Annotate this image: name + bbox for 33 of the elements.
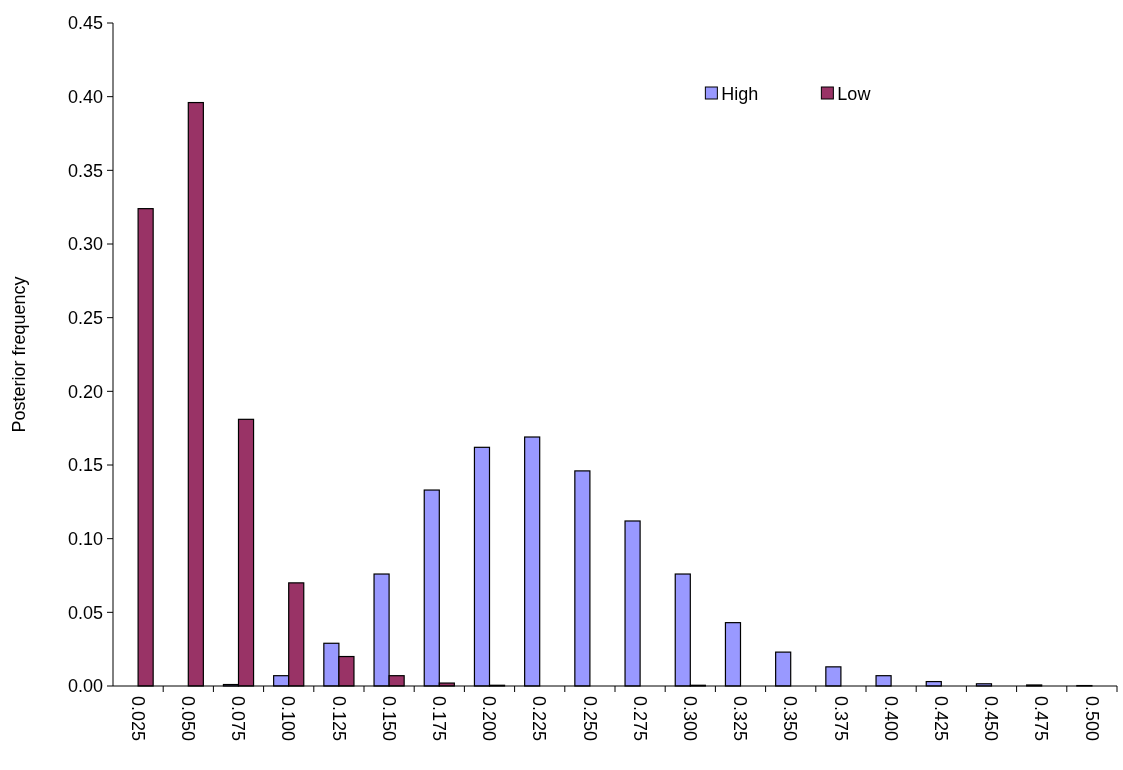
x-tick-label: 0.450 xyxy=(981,696,1002,742)
x-tick-label: 0.375 xyxy=(830,696,851,742)
x-tick-label: 0.325 xyxy=(730,696,751,742)
y-tick-label: 0.10 xyxy=(67,528,103,549)
x-tick-label: 0.500 xyxy=(1081,696,1102,742)
x-tick-label: 0.200 xyxy=(479,696,500,742)
x-tick-label: 0.250 xyxy=(579,696,600,742)
x-tick-label: 0.350 xyxy=(780,696,801,742)
y-tick-label: 0.00 xyxy=(67,676,103,697)
x-tick-label: 0.075 xyxy=(228,696,249,742)
x-tick-label: 0.475 xyxy=(1031,696,1052,742)
y-tick-label: 0.25 xyxy=(67,307,103,328)
y-tick-label: 0.45 xyxy=(67,13,103,34)
y-axis-title: Posterior frequency xyxy=(9,276,29,433)
legend-label: Low xyxy=(837,84,872,105)
x-tick-label: 0.150 xyxy=(378,696,399,742)
x-tick-label: 0.425 xyxy=(931,696,951,742)
y-tick-label: 0.35 xyxy=(67,160,103,181)
y-tick-label: 0.20 xyxy=(67,381,103,402)
x-tick-label: 0.100 xyxy=(278,696,299,742)
y-tick-label: 0.30 xyxy=(67,234,103,255)
legend-label: High xyxy=(721,84,759,105)
x-tick-label: 0.050 xyxy=(178,696,198,742)
x-tick-label: 0.175 xyxy=(429,696,449,742)
x-tick-label: 0.225 xyxy=(529,696,550,742)
y-tick-label: 0.15 xyxy=(67,455,103,476)
x-tick-label: 0.275 xyxy=(629,696,650,742)
y-tick-label: 0.40 xyxy=(67,86,103,107)
x-tick-label: 0.125 xyxy=(328,696,349,742)
x-tick-label: 0.300 xyxy=(680,696,700,742)
x-tick-label: 0.025 xyxy=(127,696,148,742)
y-tick-label: 0.05 xyxy=(67,602,103,623)
x-tick-label: 0.400 xyxy=(880,696,901,742)
